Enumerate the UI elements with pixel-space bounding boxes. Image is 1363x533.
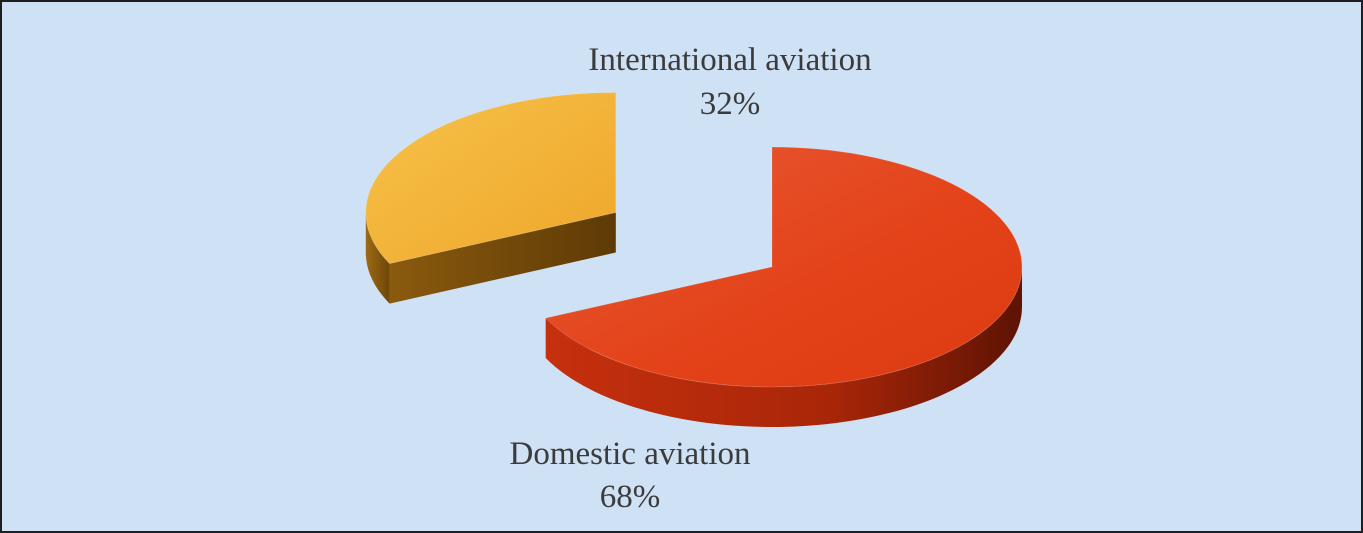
pie-slice-international-aviation: [365, 91, 617, 304]
pie-slice-side: [365, 212, 390, 304]
pie-slice-top: [365, 91, 617, 265]
pie-slice-side: [545, 267, 1022, 427]
pie-slice-top: [544, 146, 1023, 388]
data-label-category: International aviation: [588, 42, 871, 78]
pie-slice-domestic-aviation: [544, 146, 1023, 427]
data-label-category: Domestic aviation: [509, 436, 750, 472]
data-label-percent: 68%: [600, 479, 661, 515]
pie-slice-wall: [389, 212, 616, 304]
data-label-percent: 32%: [700, 86, 761, 122]
